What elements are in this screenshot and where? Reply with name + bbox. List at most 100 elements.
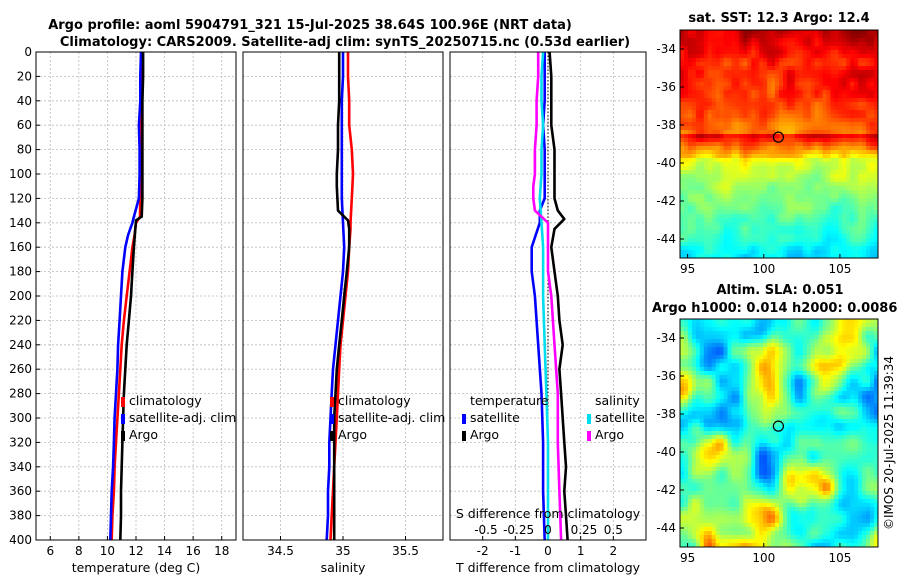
x-tick-label: 34.5 [267, 544, 294, 558]
map-y-tick-label: -38 [656, 407, 676, 421]
map-y-tick-label: -36 [656, 80, 676, 94]
argo-location-marker [772, 420, 784, 432]
argo-location-marker [772, 131, 784, 143]
legend-label: satellite-adj. clim [338, 410, 445, 425]
y-tick-label: 120 [9, 191, 32, 205]
title-line1: Argo profile: aoml 5904791_321 15-Jul-20… [48, 18, 572, 33]
x-tick-label: 6 [46, 544, 54, 558]
x-tick-label: 35.5 [392, 544, 419, 558]
x-tick-label: 0 [544, 544, 552, 558]
map-y-tick-label: -36 [656, 369, 676, 383]
series-line-satellite-adj-clim [109, 51, 143, 541]
sla-map-title: Altim. SLA: 0.051 [717, 283, 844, 298]
s-tick-label: 0.25 [571, 523, 598, 537]
map-y-tick-label: -40 [656, 156, 676, 170]
s-tick-label: -0.5 [474, 523, 497, 537]
map-y-tick-label: -34 [656, 331, 676, 345]
series-line-t-argo [548, 51, 569, 541]
map-frame [679, 29, 879, 259]
x-tick-label: -1 [509, 544, 521, 558]
map-y-tick-label: -42 [656, 194, 676, 208]
map-x-tick-label: 105 [828, 551, 851, 565]
plot-frame [35, 51, 237, 541]
x-tick-label: 10 [100, 544, 115, 558]
sla-map-panel: 95 100 105 -34 -36 -38 -40 -42 -44 Altim. SLA: 0.… [652, 283, 897, 565]
y-tick-label: 340 [9, 460, 32, 474]
x-tick-label: -2 [477, 544, 489, 558]
x-tick-label: 16 [186, 544, 201, 558]
legend-label: Argo [595, 427, 624, 442]
legend-label: satellite [595, 410, 645, 425]
map-x-tick-label: 105 [828, 262, 851, 276]
series-line-argo [119, 52, 145, 541]
s-tick-label: 0 [544, 523, 552, 537]
y-tick-label: 320 [9, 435, 32, 449]
map-x-tick-label: 95 [680, 262, 695, 276]
y-tick-label: 40 [17, 94, 32, 108]
salinity-panel: 34.5 35 35.5 salinity climatology satellite-a… [242, 51, 445, 575]
y-tick-label: 400 [9, 533, 32, 547]
map-cells [680, 30, 879, 259]
y-tick-label: 160 [9, 240, 32, 254]
plot-frame [449, 51, 647, 541]
plot-frame [242, 51, 444, 541]
legend-label: climatology [129, 393, 202, 408]
legend-label: Argo [470, 427, 499, 442]
x-tick-label: 2 [610, 544, 618, 558]
map-cells [680, 319, 879, 548]
series-line-s-argo [531, 52, 563, 541]
sst-map-panel: 95 100 105 -34 -36 -38 -40 -42 -44 sat. SST: 12.3… [656, 11, 879, 276]
y-tick-label: 100 [9, 167, 32, 181]
y-tick-label: 0 [24, 45, 32, 59]
y-tick-label: 140 [9, 216, 32, 230]
x-tick-label: 18 [214, 544, 229, 558]
x-axis-label: T difference from climatology [455, 560, 641, 575]
series-line-s-satellite [538, 51, 550, 540]
map-y-tick-label: -44 [656, 521, 676, 535]
y-tick-label: 300 [9, 411, 32, 425]
series-line-satellite-adj-clim [325, 52, 346, 541]
map-x-tick-label: 100 [752, 262, 775, 276]
legend-title-salinity: salinity [595, 393, 640, 408]
y-tick-label: 280 [9, 387, 32, 401]
y-tick-label: 380 [9, 509, 32, 523]
x-tick-label: 35 [335, 544, 350, 558]
legend-label: satellite-adj. clim [129, 410, 236, 425]
map-x-tick-label: 95 [680, 551, 695, 565]
y-tick-label: 80 [17, 143, 32, 157]
y-tick-label: 180 [9, 265, 32, 279]
x-axis-label: temperature (deg C) [72, 560, 201, 575]
sla-map-subtitle: Argo h1000: 0.014 h2000: 0.0086 [652, 301, 897, 316]
map-y-tick-label: -42 [656, 483, 676, 497]
copyright-stamp: ©IMOS 20-Jul-2025 11:39:34 [882, 356, 896, 530]
legend-label: Argo [129, 427, 158, 442]
y-tick-label: 260 [9, 362, 32, 376]
series-line-argo [332, 52, 351, 540]
legend-title-temperature: temperature [470, 393, 549, 408]
s-tick-label: -0.25 [503, 523, 534, 537]
title-line2: Climatology: CARS2009. Satellite-adj cli… [60, 35, 630, 50]
x-tick-label: 8 [75, 544, 83, 558]
y-tick-label: 20 [17, 69, 32, 83]
x-axis-label: salinity [321, 560, 366, 575]
x-tick-label: 12 [128, 544, 143, 558]
map-y-tick-label: -38 [656, 118, 676, 132]
legend-label: climatology [338, 393, 411, 408]
y-tick-label: 60 [17, 118, 32, 132]
difference-panel: -2 -1 0 1 2 T difference from climatology temp… [449, 51, 647, 575]
x-tick-label: 14 [157, 544, 172, 558]
s-tick-label: 0.5 [604, 523, 623, 537]
legend-label: Argo [338, 427, 367, 442]
map-x-tick-label: 100 [752, 551, 775, 565]
y-tick-label: 220 [9, 313, 32, 327]
y-tick-label: 240 [9, 338, 32, 352]
map-y-tick-label: -40 [656, 445, 676, 459]
temperature-panel: 6 8 10 12 14 16 180204060801001201401601802002… [9, 45, 237, 575]
sst-map-title: sat. SST: 12.3 Argo: 12.4 [688, 11, 869, 26]
map-frame [679, 318, 879, 548]
y-tick-label: 200 [9, 289, 32, 303]
map-y-tick-label: -44 [656, 232, 676, 246]
legend-label: satellite [470, 410, 520, 425]
s-axis-label: S difference from climatology [456, 506, 641, 521]
